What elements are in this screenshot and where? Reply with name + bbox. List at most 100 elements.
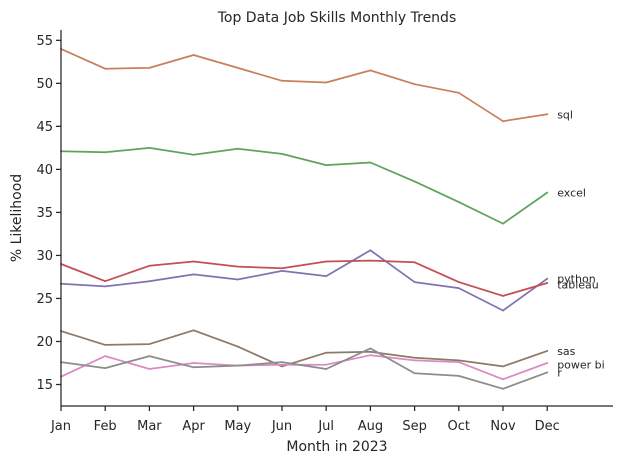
data-point-excel bbox=[236, 147, 239, 150]
data-point-python bbox=[502, 309, 504, 312]
y-tick-label: 15 bbox=[36, 378, 53, 393]
data-point-sql bbox=[502, 120, 504, 123]
data-point-tableau bbox=[325, 260, 328, 263]
data-point-sas bbox=[502, 365, 504, 368]
data-point-sql bbox=[148, 67, 151, 69]
data-point-excel bbox=[104, 151, 107, 154]
data-point-r bbox=[369, 347, 372, 350]
data-point-python bbox=[192, 273, 195, 276]
x-ticks: Jan Feb Mar Apr May Jun Jul Aug Sep Oct Nov Dec bbox=[50, 406, 560, 434]
x-tick-label: Jun bbox=[271, 419, 292, 434]
data-point-power-bi bbox=[281, 363, 283, 366]
data-point-sas bbox=[413, 356, 416, 359]
data-point-sql bbox=[546, 113, 549, 116]
data-point-python bbox=[148, 280, 151, 283]
data-point-tableau bbox=[413, 261, 416, 264]
y-tick-label: 45 bbox=[36, 120, 53, 135]
data-point-r bbox=[148, 355, 151, 357]
data-point-sql bbox=[236, 67, 239, 69]
series-line-tableau bbox=[60, 259, 549, 297]
series-end-label: sql bbox=[557, 108, 573, 121]
data-point-power-bi bbox=[413, 359, 416, 362]
data-point-power-bi bbox=[369, 354, 372, 357]
axes bbox=[60, 30, 613, 407]
x-axis-label: Month in 2023 bbox=[286, 439, 387, 455]
x-tick-label: Sep bbox=[402, 419, 427, 434]
y-ticks: 15 20 25 30 35 40 45 50 55 bbox=[36, 34, 61, 393]
y-tick-label: 55 bbox=[36, 34, 53, 49]
x-tick-label: Jan bbox=[50, 419, 71, 434]
y-tick-label: 30 bbox=[36, 249, 53, 264]
data-point-sas bbox=[457, 359, 460, 362]
data-point-power-bi bbox=[104, 355, 107, 357]
data-point-excel bbox=[281, 153, 283, 155]
x-tick-label: Oct bbox=[448, 419, 470, 434]
plot-lines bbox=[60, 48, 549, 390]
data-point-python bbox=[104, 285, 107, 288]
data-point-sas bbox=[325, 351, 328, 354]
data-point-excel bbox=[502, 222, 504, 225]
data-point-sql bbox=[281, 79, 283, 82]
data-point-tableau bbox=[281, 267, 283, 270]
data-point-sql bbox=[325, 81, 328, 84]
data-point-r bbox=[192, 366, 195, 369]
data-point-sas bbox=[236, 345, 239, 348]
data-point-python bbox=[236, 278, 239, 281]
data-point-r bbox=[546, 371, 549, 374]
x-tick-label: Mar bbox=[137, 419, 162, 434]
y-tick-label: 40 bbox=[36, 163, 53, 178]
data-point-sas bbox=[192, 329, 195, 332]
data-point-tableau bbox=[546, 282, 549, 284]
data-point-sql bbox=[369, 69, 372, 72]
series-end-label: power bi bbox=[557, 359, 605, 372]
data-point-tableau bbox=[148, 264, 151, 267]
data-point-tableau bbox=[236, 265, 239, 268]
data-point-r bbox=[413, 372, 416, 375]
chart-title: Top Data Job Skills Monthly Trends bbox=[217, 10, 457, 26]
x-tick-label: May bbox=[224, 419, 251, 434]
data-point-excel bbox=[457, 201, 460, 204]
data-point-power-bi bbox=[325, 363, 328, 366]
data-point-r bbox=[325, 368, 328, 370]
data-point-tableau bbox=[104, 280, 107, 283]
data-point-sas bbox=[281, 365, 283, 368]
data-point-sas bbox=[104, 344, 107, 346]
data-point-sql bbox=[457, 91, 460, 94]
data-point-sql bbox=[413, 83, 416, 86]
data-point-r bbox=[457, 375, 460, 377]
data-point-r bbox=[104, 367, 107, 369]
data-point-tableau bbox=[192, 260, 195, 263]
series-line-python bbox=[60, 249, 549, 312]
data-point-tableau bbox=[369, 259, 372, 262]
series-line-sql bbox=[60, 48, 549, 123]
series-end-label: excel bbox=[557, 187, 586, 200]
data-point-r bbox=[281, 361, 283, 363]
series-end-label: sas bbox=[557, 345, 575, 358]
series-line-excel bbox=[60, 147, 549, 225]
data-point-power-bi bbox=[192, 362, 195, 364]
data-point-python bbox=[546, 277, 549, 280]
x-tick-label: Apr bbox=[182, 419, 205, 434]
data-point-excel bbox=[148, 147, 151, 149]
data-point-power-bi bbox=[457, 361, 460, 363]
data-point-tableau bbox=[457, 281, 460, 283]
data-point-sql bbox=[104, 67, 107, 70]
data-point-excel bbox=[325, 164, 328, 167]
data-point-r bbox=[502, 387, 504, 390]
x-tick-label: Aug bbox=[358, 419, 383, 434]
data-point-python bbox=[369, 249, 372, 252]
data-point-python bbox=[457, 287, 460, 289]
y-axis-label: % Likelihood bbox=[9, 174, 25, 262]
y-tick-label: 25 bbox=[36, 292, 53, 307]
x-tick-label: Feb bbox=[94, 419, 117, 434]
data-point-power-bi bbox=[502, 378, 504, 381]
data-point-power-bi bbox=[546, 362, 549, 364]
series-end-label: r bbox=[557, 366, 562, 379]
series-line-sas bbox=[60, 329, 549, 368]
data-point-excel bbox=[192, 153, 195, 156]
y-tick-label: 20 bbox=[36, 335, 53, 350]
y-tick-label: 50 bbox=[36, 77, 53, 92]
data-point-r bbox=[236, 364, 239, 367]
x-tick-label: Nov bbox=[490, 419, 516, 434]
